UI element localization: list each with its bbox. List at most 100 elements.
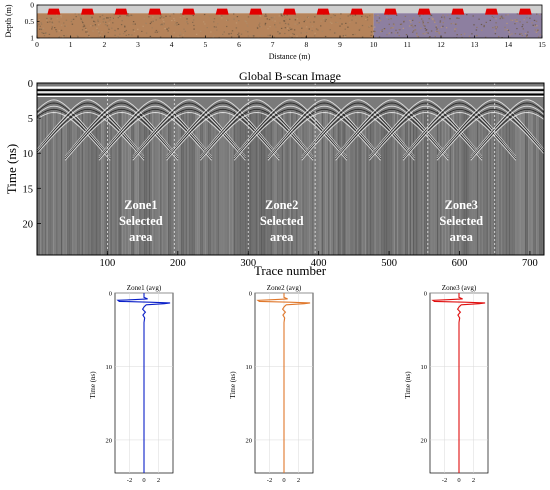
- model-y-tick-label: 1: [30, 34, 34, 43]
- zone1-avg-title: Zone1 (avg): [127, 284, 162, 292]
- buried-target: [417, 8, 431, 15]
- hyperbola: [166, 105, 280, 159]
- hyperbola: [166, 108, 280, 160]
- hyperbola: [436, 105, 544, 159]
- hyperbola: [64, 108, 179, 160]
- zone2-label-line2: Selected: [260, 214, 304, 228]
- hyperbola: [369, 108, 483, 160]
- model-y-tick-label: 0: [30, 1, 34, 10]
- hyperbola: [369, 102, 483, 158]
- hyperbola: [132, 102, 246, 158]
- hyperbola: [37, 105, 145, 159]
- zone3-label-line1: Zone3: [445, 198, 478, 212]
- direct-wave-band: [37, 89, 544, 91]
- buried-target: [249, 8, 263, 15]
- hyperbola: [470, 108, 544, 160]
- zone3-avg-x-tick-label: 2: [472, 477, 475, 484]
- hyperbola: [233, 99, 348, 157]
- zone2-avg-y-tick-label: 10: [246, 364, 253, 371]
- buried-target: [518, 8, 532, 15]
- soil-layer: [37, 13, 374, 38]
- model-x-tick-label: 1: [69, 40, 73, 49]
- buried-target: [384, 8, 397, 15]
- hyperbola: [402, 99, 517, 157]
- hyperbola: [436, 108, 544, 160]
- hyperbola: [37, 102, 145, 158]
- zone2-avg-trace-line: [256, 293, 311, 473]
- zone1-avg-x-tick-label: 2: [157, 477, 160, 484]
- hyperbola: [301, 105, 415, 159]
- hyperbola: [64, 112, 179, 161]
- hyperbola: [267, 99, 381, 157]
- bscan-title: Global B-scan Image: [239, 69, 341, 83]
- zone3-avg-x-tick-label: 0: [457, 477, 460, 484]
- hyperbola: [233, 105, 348, 159]
- zone1-avg-trace-line: [116, 293, 171, 473]
- zone1-avg-y-axis-label: Time (ns): [89, 371, 97, 399]
- zone1-label-line1: Zone1: [124, 198, 157, 212]
- hyperbola: [98, 105, 212, 159]
- hyperbola: [166, 99, 280, 157]
- hyperbola: [200, 112, 314, 161]
- zone1-avg-y-tick-label: 20: [106, 437, 113, 444]
- hyperbola: [233, 112, 348, 161]
- hyperbola: [402, 102, 517, 158]
- zone1-label-line3: area: [129, 230, 153, 244]
- zone2-avg-x-tick-label: -2: [267, 477, 272, 484]
- hyperbola: [37, 112, 145, 161]
- zone2-label-line1: Zone2: [265, 198, 298, 212]
- hyperbola: [37, 102, 111, 158]
- hyperbola: [166, 102, 280, 158]
- model-y-axis-label: Depth (m): [4, 4, 13, 37]
- hyperbola: [37, 108, 145, 160]
- hyperbola: [233, 108, 348, 160]
- hyperbola: [335, 112, 449, 161]
- model-x-tick-label: 0: [35, 40, 39, 49]
- direct-wave-band: [37, 95, 544, 97]
- model-x-tick-label: 15: [538, 40, 546, 49]
- hyperbola: [200, 99, 314, 157]
- model-x-tick-label: 5: [203, 40, 207, 49]
- bscan-x-tick-label: 600: [452, 258, 468, 269]
- hyperbola: [37, 99, 111, 157]
- zone3-avg-x-tick-label: -2: [442, 477, 447, 484]
- model-x-tick-label: 3: [136, 40, 140, 49]
- direct-wave-band: [37, 93, 544, 96]
- bscan-x-axis-label: Trace number: [254, 263, 327, 278]
- zone2-avg-x-tick-label: 0: [282, 477, 285, 484]
- zone3-avg-y-axis-label: Time (ns): [404, 371, 412, 399]
- bscan-texture: [37, 111, 544, 255]
- buried-target: [47, 8, 61, 15]
- hyperbola: [436, 112, 544, 161]
- hyperbola: [436, 102, 544, 158]
- model-x-tick-label: 10: [370, 40, 378, 49]
- hyperbola: [301, 102, 415, 158]
- buried-target: [182, 8, 195, 15]
- hyperbola: [98, 112, 212, 161]
- buried-target: [283, 8, 296, 15]
- buried-target: [215, 8, 229, 15]
- hyperbola: [200, 102, 314, 158]
- model-x-tick-label: 13: [471, 40, 479, 49]
- hyperbola: [37, 105, 111, 159]
- zone1-avg-y-tick-label: 0: [109, 291, 112, 298]
- hyperbola: [200, 105, 314, 159]
- zone2-avg-y-axis-label: Time (ns): [229, 371, 237, 399]
- zone2-avg-x-tick-label: 2: [297, 477, 300, 484]
- hyperbola: [369, 112, 483, 161]
- zone3-avg-y-tick-label: 10: [421, 364, 428, 371]
- hyperbola-group: [37, 99, 544, 161]
- buried-target: [451, 8, 465, 15]
- zone2-avg-title: Zone2 (avg): [267, 284, 302, 292]
- hyperbola: [132, 105, 246, 159]
- soil-layer-right: [373, 13, 542, 38]
- hyperbola: [267, 102, 381, 158]
- hyperbola: [369, 99, 483, 157]
- zone2-avg-y-tick-label: 0: [249, 291, 252, 298]
- model-x-tick-label: 4: [170, 40, 174, 49]
- hyperbola: [98, 108, 212, 160]
- zone1-avg-y-tick-label: 10: [106, 364, 113, 371]
- model-y-tick-label: 0.5: [25, 17, 35, 26]
- zone1-avg-x-tick-label: 0: [142, 477, 145, 484]
